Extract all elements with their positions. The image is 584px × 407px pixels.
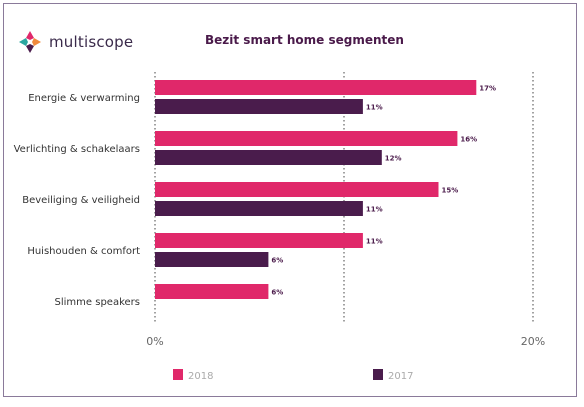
bar-2018 bbox=[155, 182, 439, 197]
chart-bars bbox=[155, 80, 477, 299]
value-label: 17% bbox=[479, 85, 496, 93]
bar-2017 bbox=[155, 201, 363, 216]
value-label: 11% bbox=[366, 104, 383, 112]
legend-label: 2017 bbox=[388, 371, 413, 382]
x-tick-label: 20% bbox=[521, 335, 545, 348]
value-label: 6% bbox=[271, 289, 283, 297]
legend-swatch-2018 bbox=[173, 369, 183, 380]
multiscope-logo-icon bbox=[19, 31, 41, 53]
value-label: 15% bbox=[442, 187, 459, 195]
value-label: 12% bbox=[385, 155, 402, 163]
brand-logo: multiscope bbox=[17, 29, 133, 55]
bar-2018 bbox=[155, 80, 477, 95]
brand-name: multiscope bbox=[49, 33, 134, 51]
value-label: 6% bbox=[271, 257, 283, 265]
bar-2018 bbox=[155, 233, 363, 248]
category-label: Huishouden & comfort bbox=[27, 246, 140, 257]
chart-legend: 2018 2017 bbox=[173, 369, 413, 382]
category-label: Slimme speakers bbox=[55, 297, 140, 308]
value-label: 11% bbox=[366, 206, 383, 214]
chart-frame bbox=[3, 3, 577, 397]
value-label: 16% bbox=[460, 136, 477, 144]
chart-labels: Energie & verwarming 17% 11% Verlichting & … bbox=[14, 85, 546, 349]
bar-2017 bbox=[155, 252, 269, 267]
category-label: Verlichting & schakelaars bbox=[14, 144, 140, 155]
legend-swatch-2017 bbox=[373, 369, 383, 380]
x-tick-label: 0% bbox=[146, 335, 163, 348]
bar-2017 bbox=[155, 99, 363, 114]
bar-2018 bbox=[155, 131, 458, 146]
bar-2017 bbox=[155, 150, 382, 165]
category-label: Beveiliging & veiligheid bbox=[22, 195, 140, 206]
chart-title: Bezit smart home segmenten bbox=[205, 33, 404, 47]
bar-2018 bbox=[155, 284, 269, 299]
category-label: Energie & verwarming bbox=[28, 93, 140, 104]
value-label: 11% bbox=[366, 238, 383, 246]
legend-label: 2018 bbox=[188, 371, 213, 382]
chart-grid bbox=[154, 72, 534, 323]
